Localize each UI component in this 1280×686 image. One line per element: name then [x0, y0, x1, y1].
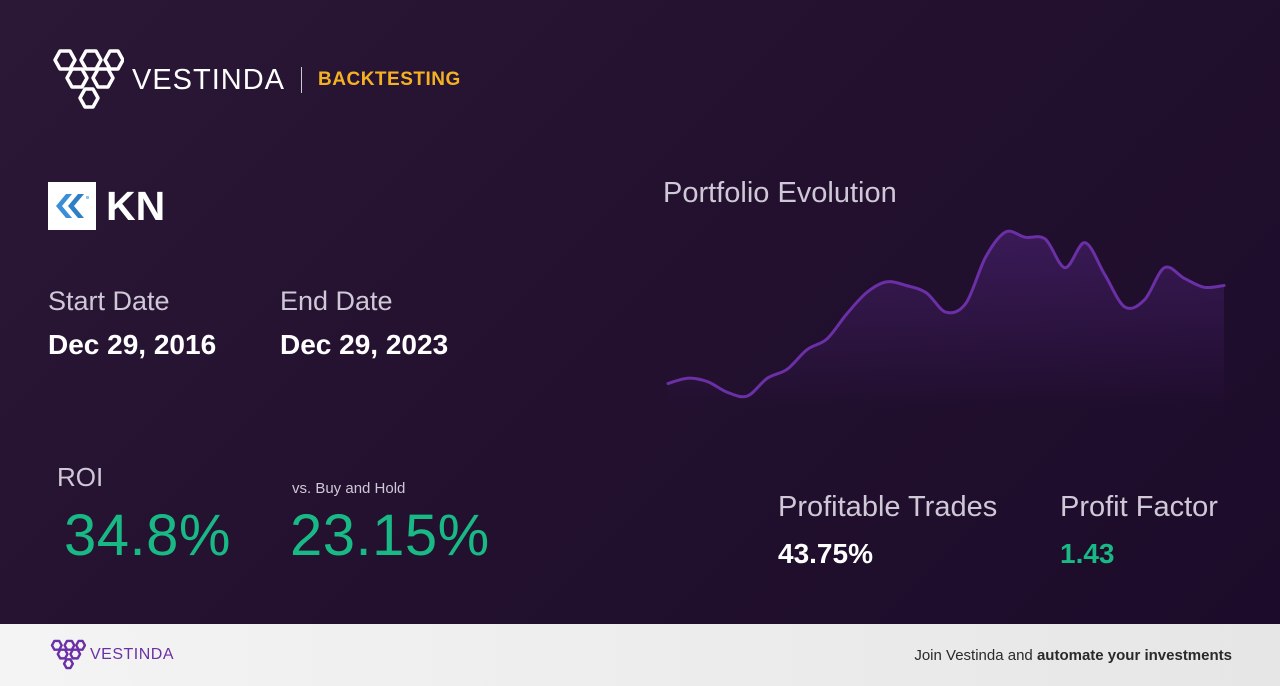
end-date-label: End Date — [280, 286, 393, 316]
start-date-label: Start Date — [48, 286, 170, 316]
profit-factor-block: Profit Factor 1.43 — [1060, 491, 1218, 570]
brand-tag: BACKTESTING — [318, 69, 461, 90]
footer-brand-name: VESTINDA — [90, 646, 175, 663]
brand-divider — [301, 67, 303, 93]
footer-cta-prefix: Join Vestinda and — [914, 646, 1037, 664]
profit-factor-value: 1.43 — [1060, 538, 1115, 569]
roi-value: 34.8% — [64, 503, 231, 568]
vestinda-logo-icon — [53, 49, 124, 109]
ticker-symbol: KN — [106, 182, 166, 229]
buy-hold-label: vs. Buy and Hold — [292, 480, 406, 497]
profitable-trades-value: 43.75% — [778, 538, 873, 569]
buy-hold-value: 23.15% — [290, 503, 490, 568]
chart-series-line — [666, 229, 1226, 399]
profit-factor-label: Profit Factor — [1060, 491, 1218, 523]
footer-cta[interactable]: Join Vestinda and automate your investme… — [914, 647, 1232, 664]
profitable-trades-label: Profitable Trades — [778, 491, 998, 523]
start-date-value: Dec 29, 2016 — [48, 329, 217, 360]
brand-name: VESTINDA — [132, 63, 286, 96]
chart-area-fill — [668, 231, 1224, 410]
end-date-value: Dec 29, 2023 — [280, 329, 449, 360]
start-date-block: Start Date Dec 29, 2016 — [48, 286, 216, 361]
hero-panel: VESTINDA BACKTESTING KN Start Date Dec 2… — [0, 0, 1280, 624]
chart-title: Portfolio Evolution — [663, 177, 897, 209]
portfolio-evolution-chart — [666, 229, 1226, 410]
footer-cta-bold: automate your investments — [1036, 646, 1232, 664]
brand-header: VESTINDA BACKTESTING — [48, 47, 461, 113]
profitable-trades-block: Profitable Trades 43.75% — [778, 491, 997, 570]
ticker-header: KN — [48, 182, 165, 230]
roi-label: ROI — [57, 462, 104, 492]
end-date-block: End Date Dec 29, 2023 — [280, 286, 448, 361]
footer-brand[interactable]: VESTINDA — [48, 639, 174, 671]
ticker-logo-icon — [48, 182, 96, 230]
vestinda-footer-logo-icon — [50, 639, 86, 670]
footer-bar: VESTINDA Join Vestinda and automate your… — [0, 624, 1280, 686]
